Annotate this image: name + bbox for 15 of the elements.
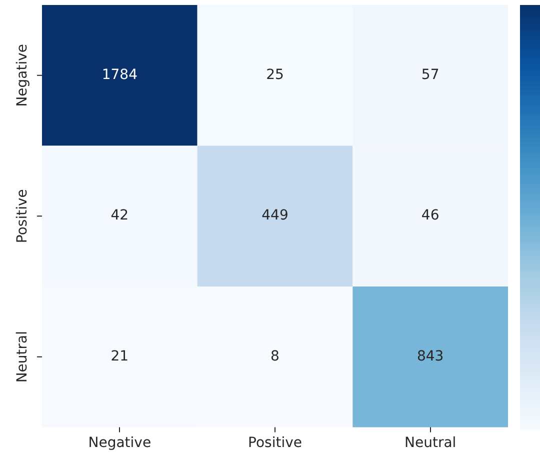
data-label: 42 <box>110 208 129 224</box>
x-tick-label: Neutral <box>404 435 456 452</box>
x-tick-label: Negative <box>88 435 152 452</box>
data-label: 8 <box>270 348 280 364</box>
data-label: 46 <box>421 208 440 224</box>
data-label: 449 <box>262 208 288 224</box>
y-tick-label: Negative <box>14 44 31 107</box>
y-tick-label: Neutral <box>14 330 31 383</box>
y-tick-label: Positive <box>14 189 31 244</box>
x-tick-label: Positive <box>248 435 302 452</box>
data-label: 25 <box>266 67 284 84</box>
data-label: 57 <box>421 67 440 84</box>
data-label: 1784 <box>102 67 138 84</box>
data-label: 843 <box>416 348 444 364</box>
data-label: 21 <box>110 348 129 364</box>
